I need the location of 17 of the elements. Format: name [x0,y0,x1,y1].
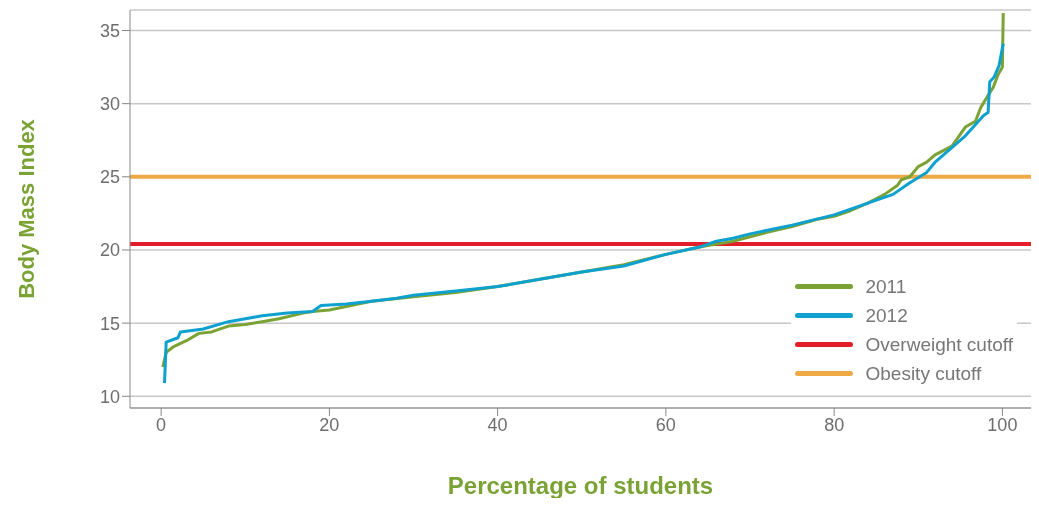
legend-label: 2012 [865,304,908,327]
y-axis-title: Body Mass Index [13,118,39,299]
y-tick-label: 25 [99,167,120,188]
y-tick-label: 10 [99,386,120,407]
x-tick-label: 40 [487,414,508,435]
y-tick-label: 20 [99,240,120,261]
x-tick-label: 100 [987,414,1018,435]
legend-label: Obesity cutoff [865,362,982,385]
y-tick-label: 30 [99,94,120,115]
x-tick-label: 80 [824,414,845,435]
legend-label: Overweight cutoff [865,333,1013,356]
y-tick-label: 15 [99,313,120,334]
x-tick-label: 20 [319,414,340,435]
legend-label: 2011 [865,275,907,298]
x-tick-label: 60 [655,414,676,435]
x-tick-label: 0 [156,414,167,435]
y-tick-label: 35 [99,20,120,41]
